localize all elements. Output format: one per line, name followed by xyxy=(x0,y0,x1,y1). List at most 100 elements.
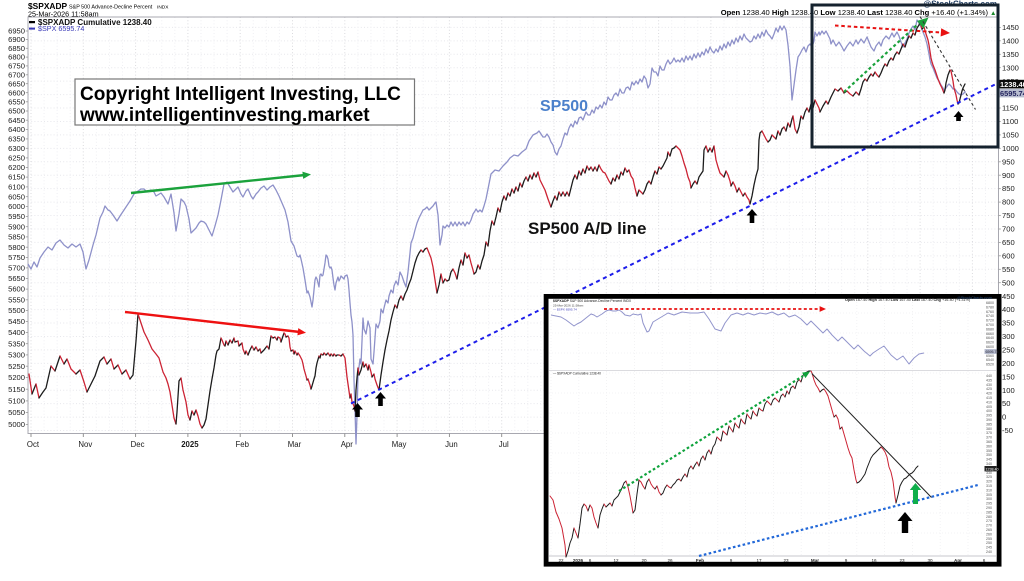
svg-text:5600: 5600 xyxy=(8,285,25,294)
svg-text:www.intelligentinvesting.marke: www.intelligentinvesting.market xyxy=(79,105,370,126)
svg-text:6800: 6800 xyxy=(986,301,994,305)
svg-text:435: 435 xyxy=(986,378,992,382)
svg-text:6600: 6600 xyxy=(986,345,994,349)
svg-text:6350: 6350 xyxy=(8,135,25,144)
svg-text:380: 380 xyxy=(986,427,992,431)
svg-text:6050: 6050 xyxy=(8,192,25,201)
svg-text:5550: 5550 xyxy=(8,295,25,304)
svg-text:23: 23 xyxy=(899,558,905,563)
svg-text:Apr: Apr xyxy=(341,440,354,449)
svg-text:Dec: Dec xyxy=(131,440,145,449)
svg-text:310: 310 xyxy=(986,488,992,492)
svg-text:415: 415 xyxy=(986,396,992,400)
svg-text:405: 405 xyxy=(986,405,992,409)
svg-text:375: 375 xyxy=(986,431,992,435)
svg-text:6595.74: 6595.74 xyxy=(986,350,999,354)
svg-text:Open 167.40 High 167.40 Low 16: Open 167.40 High 167.40 Low 167.40 Last … xyxy=(845,298,971,302)
svg-text:275: 275 xyxy=(986,519,992,523)
svg-text:5700: 5700 xyxy=(8,264,25,273)
svg-text:6950: 6950 xyxy=(8,27,25,36)
svg-text:▲: ▲ xyxy=(990,10,996,17)
svg-text:6750: 6750 xyxy=(8,62,25,71)
svg-text:900: 900 xyxy=(1002,171,1015,180)
svg-text:1400: 1400 xyxy=(1002,36,1019,45)
svg-text:600: 600 xyxy=(1002,251,1015,260)
svg-text:425: 425 xyxy=(986,387,992,391)
svg-text:395: 395 xyxy=(986,414,992,418)
svg-text:5050: 5050 xyxy=(8,408,25,417)
svg-text:280: 280 xyxy=(986,515,992,519)
svg-text:Jun: Jun xyxy=(445,440,458,449)
svg-text:200: 200 xyxy=(1002,359,1015,368)
svg-text:350: 350 xyxy=(986,453,992,457)
svg-text:2026: 2026 xyxy=(573,558,584,563)
svg-text:1350: 1350 xyxy=(1002,50,1019,59)
svg-text:— $SPX 6595.74: — $SPX 6595.74 xyxy=(553,308,577,312)
svg-text:350: 350 xyxy=(1002,319,1015,328)
svg-text:6595.74: 6595.74 xyxy=(1000,89,1024,98)
svg-text:5800: 5800 xyxy=(8,243,25,252)
svg-text:260: 260 xyxy=(986,532,992,536)
svg-text:340: 340 xyxy=(986,462,992,466)
svg-text:Copyright Intelligent Investin: Copyright Intelligent Investing, LLC xyxy=(80,84,401,105)
svg-text:370: 370 xyxy=(986,436,992,440)
svg-text:320: 320 xyxy=(986,480,992,484)
svg-text:385: 385 xyxy=(986,422,992,426)
svg-text:390: 390 xyxy=(986,418,992,422)
svg-text:6650: 6650 xyxy=(8,79,25,88)
svg-text:850: 850 xyxy=(1002,184,1015,193)
svg-text:6560: 6560 xyxy=(986,354,994,358)
svg-text:$SPXADP S&P 500 Advance-Declin: $SPXADP S&P 500 Advance-Decline Percent … xyxy=(553,299,632,303)
svg-text:50: 50 xyxy=(1002,399,1010,408)
svg-text:6450: 6450 xyxy=(8,116,25,125)
svg-text:430: 430 xyxy=(986,383,992,387)
svg-text:245: 245 xyxy=(986,546,992,550)
svg-text:26: 26 xyxy=(667,558,673,563)
svg-text:1000: 1000 xyxy=(1002,144,1019,153)
svg-text:5650: 5650 xyxy=(8,274,25,283)
svg-text:500: 500 xyxy=(1002,278,1015,287)
svg-text:150: 150 xyxy=(1002,372,1015,381)
svg-text:5400: 5400 xyxy=(8,328,25,337)
svg-text:2025: 2025 xyxy=(181,440,199,449)
svg-text:6000: 6000 xyxy=(8,202,25,211)
svg-text:6250: 6250 xyxy=(8,154,25,163)
svg-text:300: 300 xyxy=(986,497,992,501)
svg-text:270: 270 xyxy=(986,524,992,528)
svg-text:12: 12 xyxy=(613,558,619,563)
svg-text:May: May xyxy=(392,440,407,449)
svg-text:1100: 1100 xyxy=(1002,117,1018,126)
svg-text:17: 17 xyxy=(756,558,762,563)
svg-text:5000: 5000 xyxy=(8,420,25,429)
svg-text:6: 6 xyxy=(589,558,592,563)
svg-text:6520: 6520 xyxy=(986,363,994,367)
svg-text:INDX: INDX xyxy=(157,5,169,11)
svg-text:6680: 6680 xyxy=(986,327,994,331)
svg-text:SP500: SP500 xyxy=(540,98,588,115)
svg-text:6300: 6300 xyxy=(8,144,25,153)
svg-text:290: 290 xyxy=(986,506,992,510)
svg-text:6400: 6400 xyxy=(8,125,25,134)
svg-text:305: 305 xyxy=(986,493,992,497)
svg-text:400: 400 xyxy=(986,409,992,413)
svg-text:550: 550 xyxy=(1002,265,1015,274)
svg-text:6620: 6620 xyxy=(986,341,994,345)
svg-text:6: 6 xyxy=(983,558,986,563)
svg-text:6660: 6660 xyxy=(986,332,994,336)
svg-text:325: 325 xyxy=(986,475,992,479)
svg-text:5300: 5300 xyxy=(8,351,25,360)
svg-text:$SPX 6595.74: $SPX 6595.74 xyxy=(38,24,84,33)
svg-text:6800: 6800 xyxy=(8,53,25,62)
svg-text:23: 23 xyxy=(783,558,789,563)
svg-text:30: 30 xyxy=(927,558,933,563)
svg-text:250: 250 xyxy=(986,541,992,545)
svg-text:1300: 1300 xyxy=(1002,63,1019,72)
svg-text:6850: 6850 xyxy=(8,44,25,53)
svg-text:5900: 5900 xyxy=(8,222,25,231)
svg-text:6550: 6550 xyxy=(8,97,25,106)
svg-text:6740: 6740 xyxy=(986,314,994,318)
svg-text:950: 950 xyxy=(1002,157,1015,166)
svg-text:1150: 1150 xyxy=(1002,104,1018,113)
svg-text:400: 400 xyxy=(1002,305,1015,314)
svg-text:1238.40: 1238.40 xyxy=(986,467,999,471)
